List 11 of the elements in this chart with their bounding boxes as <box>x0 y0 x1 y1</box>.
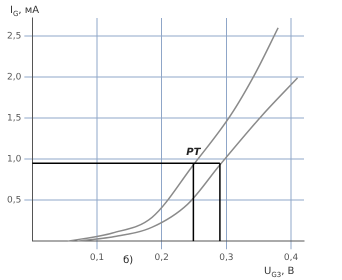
text: б) <box>123 254 134 266</box>
y-tick-label: 1,0 <box>6 154 22 164</box>
x-tick-label: 0,3 <box>219 252 234 263</box>
x-tick-label: 0,4 <box>284 252 298 263</box>
x-tick-label: 0,1 <box>90 252 104 263</box>
y-tick-label: 1,5 <box>6 113 22 124</box>
y-tick-label: 2,0 <box>6 72 22 82</box>
y-tick-label: 2,5 <box>6 31 22 42</box>
x-tick-label: 0,2 <box>154 252 169 263</box>
annotation: PT <box>186 146 202 158</box>
y-tick-label: 0,5 <box>6 196 22 206</box>
